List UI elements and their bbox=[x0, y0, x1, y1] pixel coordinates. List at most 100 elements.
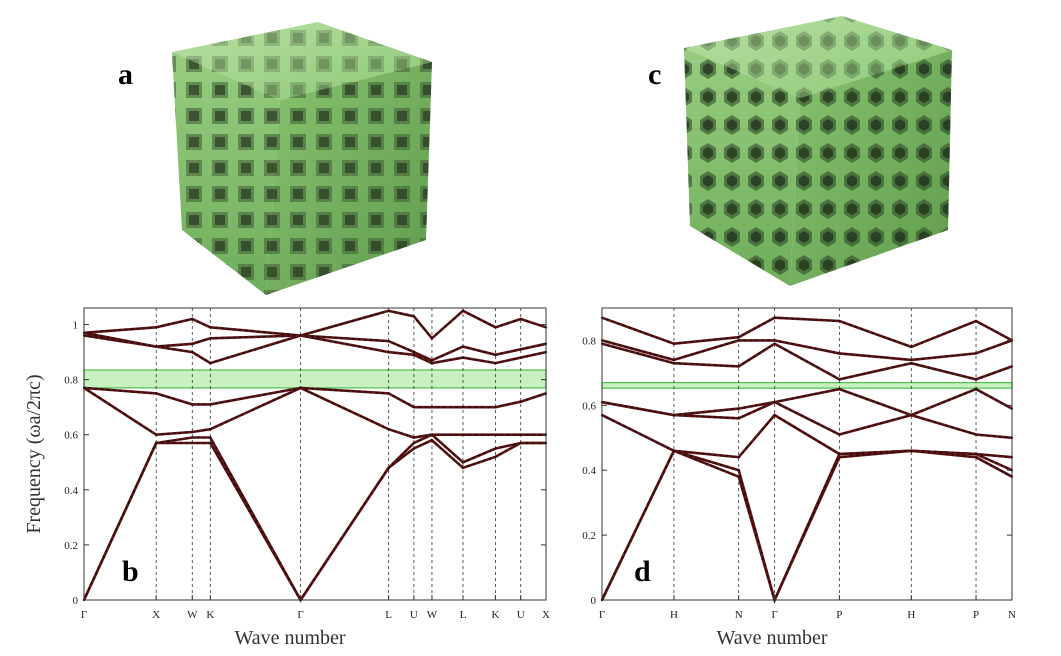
band-point bbox=[161, 433, 164, 436]
band-point bbox=[215, 446, 218, 450]
band-point bbox=[185, 437, 188, 440]
band-point bbox=[424, 441, 427, 445]
band-point bbox=[269, 392, 272, 395]
band-point bbox=[1000, 401, 1003, 405]
band-point bbox=[974, 352, 978, 355]
band-point bbox=[269, 331, 272, 334]
band-point bbox=[358, 338, 361, 341]
band-point bbox=[823, 485, 827, 488]
band-point bbox=[500, 352, 503, 355]
band-point bbox=[346, 389, 349, 392]
band-point bbox=[161, 324, 164, 327]
x-tick-label: K bbox=[491, 609, 499, 621]
band-point bbox=[233, 398, 236, 402]
band-point bbox=[85, 593, 88, 596]
band-point bbox=[778, 588, 781, 591]
band-point bbox=[957, 454, 960, 457]
band-point bbox=[262, 403, 265, 406]
band-point bbox=[1000, 470, 1003, 473]
band-point bbox=[758, 325, 761, 328]
band-point bbox=[316, 394, 319, 397]
band-point bbox=[957, 373, 960, 377]
band-point bbox=[412, 351, 415, 354]
band-point bbox=[113, 389, 116, 392]
band-point bbox=[623, 424, 626, 428]
band-point bbox=[167, 396, 170, 399]
band-point bbox=[293, 333, 296, 337]
band-point bbox=[329, 553, 333, 556]
band-point bbox=[690, 412, 693, 415]
band-point bbox=[400, 454, 403, 457]
band-point bbox=[922, 450, 925, 453]
band-point bbox=[804, 528, 807, 531]
band-point bbox=[797, 317, 800, 320]
band-point bbox=[690, 414, 693, 418]
band-point bbox=[248, 349, 251, 353]
band-point bbox=[831, 469, 834, 472]
band-point bbox=[352, 337, 355, 340]
band-point bbox=[795, 411, 798, 414]
band-point bbox=[125, 390, 128, 393]
band-point bbox=[886, 367, 889, 370]
band-point bbox=[223, 462, 226, 465]
band-point bbox=[179, 343, 182, 346]
band-point bbox=[218, 457, 221, 460]
band-point bbox=[666, 357, 670, 360]
band-point bbox=[678, 362, 681, 365]
band-point bbox=[313, 578, 316, 581]
band-point bbox=[504, 450, 507, 453]
band-point bbox=[494, 326, 497, 329]
band-point bbox=[785, 571, 788, 575]
band-point bbox=[740, 480, 744, 484]
band-point bbox=[773, 316, 776, 319]
band-point bbox=[803, 345, 806, 348]
band-point bbox=[739, 475, 742, 478]
band-point bbox=[264, 536, 267, 539]
band-point bbox=[376, 422, 379, 426]
band-point bbox=[998, 455, 1002, 458]
band-point bbox=[945, 424, 948, 427]
band-point bbox=[406, 353, 409, 356]
band-point bbox=[731, 467, 734, 470]
band-point bbox=[453, 317, 456, 320]
band-point bbox=[494, 406, 497, 409]
band-point bbox=[474, 358, 478, 361]
band-point bbox=[998, 343, 1002, 346]
band-point bbox=[725, 342, 729, 346]
band-point bbox=[811, 419, 814, 423]
y-tick-label: 0.4 bbox=[64, 485, 78, 497]
band-point bbox=[763, 322, 766, 325]
band-point bbox=[822, 425, 825, 428]
x-tick-label: U bbox=[410, 609, 418, 621]
band-point bbox=[731, 416, 734, 420]
band-point bbox=[624, 345, 628, 348]
band-point bbox=[768, 345, 771, 348]
band-point bbox=[418, 439, 421, 442]
band-point bbox=[500, 446, 503, 449]
band-point bbox=[856, 452, 859, 455]
band-point bbox=[606, 402, 610, 405]
panel-letter-b: b bbox=[122, 555, 139, 588]
band-point bbox=[749, 510, 752, 513]
band-point bbox=[149, 326, 152, 329]
band-point bbox=[173, 432, 176, 435]
band-point bbox=[173, 344, 176, 347]
band-point bbox=[737, 339, 740, 342]
band-point bbox=[893, 339, 896, 342]
band-point bbox=[472, 348, 475, 351]
band-point bbox=[690, 451, 693, 454]
band-point bbox=[652, 492, 655, 495]
band-point bbox=[468, 406, 471, 409]
band-point bbox=[606, 344, 610, 347]
band-point bbox=[472, 463, 475, 466]
band-point bbox=[957, 428, 960, 431]
band-point bbox=[387, 351, 390, 354]
band-point bbox=[856, 353, 859, 357]
band-point bbox=[209, 362, 212, 365]
band-point bbox=[835, 458, 839, 461]
band-point bbox=[265, 344, 268, 347]
band-point bbox=[478, 461, 481, 464]
band-line-7 bbox=[601, 339, 1013, 362]
band-point bbox=[803, 318, 806, 321]
band-point bbox=[334, 389, 337, 392]
